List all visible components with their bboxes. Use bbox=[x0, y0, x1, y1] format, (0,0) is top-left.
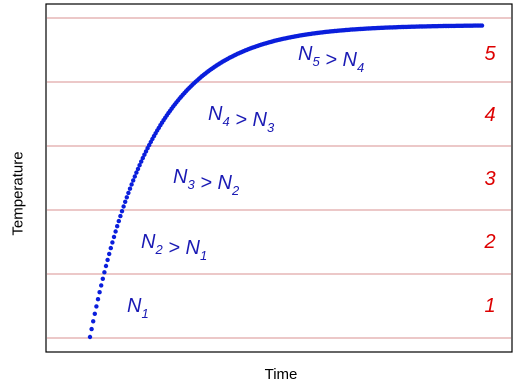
curve-point bbox=[91, 319, 96, 324]
curve-point bbox=[89, 326, 94, 332]
curve-point bbox=[105, 257, 110, 263]
curve-point bbox=[95, 297, 101, 302]
zone-label-3: N3 > N2 bbox=[173, 166, 240, 198]
curve-point bbox=[108, 245, 114, 251]
y-axis-label: Temperature bbox=[9, 151, 27, 236]
label-subscript: 2 bbox=[154, 242, 163, 257]
curve-point bbox=[116, 218, 122, 224]
zone-number-2: 2 bbox=[483, 231, 495, 253]
curve-point bbox=[115, 224, 120, 229]
curve-point bbox=[113, 229, 118, 234]
curve-point bbox=[126, 190, 131, 196]
heating-curve bbox=[87, 23, 485, 340]
label-subscript: 4 bbox=[222, 114, 229, 129]
zone-number-1: 1 bbox=[484, 295, 495, 317]
label-subscript: 3 bbox=[187, 177, 195, 192]
label-part: N bbox=[217, 172, 232, 194]
curve-point bbox=[99, 283, 104, 288]
curve-point bbox=[139, 159, 144, 164]
label-subscript: 2 bbox=[231, 183, 240, 198]
curve-point bbox=[124, 195, 129, 200]
label-part: N bbox=[141, 231, 156, 253]
curve-point bbox=[142, 152, 147, 157]
zone-label-2: N2 > N1 bbox=[141, 231, 207, 263]
zone-number-5: 5 bbox=[484, 43, 496, 65]
curve-point bbox=[135, 166, 141, 172]
x-axis-label: Time bbox=[264, 366, 298, 383]
curve-point bbox=[131, 178, 136, 183]
zone-number-3: 3 bbox=[484, 168, 495, 190]
curve-point bbox=[97, 290, 102, 295]
label-subscript: 1 bbox=[141, 306, 148, 321]
label-part: N bbox=[342, 49, 357, 71]
label-part: > bbox=[320, 49, 343, 71]
curve-point bbox=[111, 234, 117, 240]
curve-point bbox=[132, 174, 137, 179]
curve-point bbox=[87, 334, 93, 340]
curve-point bbox=[100, 276, 106, 281]
curve-point bbox=[121, 204, 126, 209]
curve-point bbox=[92, 311, 98, 316]
curve-point bbox=[137, 163, 142, 168]
plot-frame bbox=[45, 3, 513, 353]
curve-point bbox=[140, 155, 145, 161]
zone-boundaries bbox=[47, 17, 511, 339]
label-part: N bbox=[127, 295, 142, 317]
curve-point bbox=[134, 170, 139, 175]
label-part: > bbox=[163, 237, 186, 259]
curve-point bbox=[103, 263, 109, 269]
curve-point bbox=[94, 304, 99, 309]
zone-numbers: 1 2 3 4 5 bbox=[483, 43, 496, 317]
curve-point bbox=[129, 182, 134, 187]
label-part: N bbox=[252, 109, 267, 131]
label-subscript: 3 bbox=[267, 120, 275, 135]
zone-label-4: N4 > N3 bbox=[208, 103, 275, 135]
label-part: N bbox=[173, 166, 188, 188]
label-part: > bbox=[195, 172, 218, 194]
zone-label-1: N1 bbox=[127, 295, 149, 321]
zone-number-4: 4 bbox=[484, 104, 495, 126]
curve-point bbox=[123, 199, 128, 204]
label-part: N bbox=[185, 237, 200, 259]
curve-point bbox=[110, 240, 115, 245]
label-part: N bbox=[208, 103, 223, 125]
label-part: > bbox=[230, 109, 253, 131]
label-part: N bbox=[298, 43, 313, 65]
curve-point bbox=[127, 186, 133, 191]
curve-point bbox=[102, 270, 107, 275]
curve-point bbox=[118, 213, 123, 219]
zone-label-5: N5 > N4 bbox=[298, 43, 364, 75]
curve-point bbox=[479, 23, 485, 28]
curve-point bbox=[119, 209, 125, 214]
curve-point bbox=[107, 251, 112, 257]
label-subscript: 4 bbox=[357, 60, 364, 75]
label-subscript: 5 bbox=[312, 54, 320, 69]
label-subscript: 1 bbox=[200, 248, 207, 263]
